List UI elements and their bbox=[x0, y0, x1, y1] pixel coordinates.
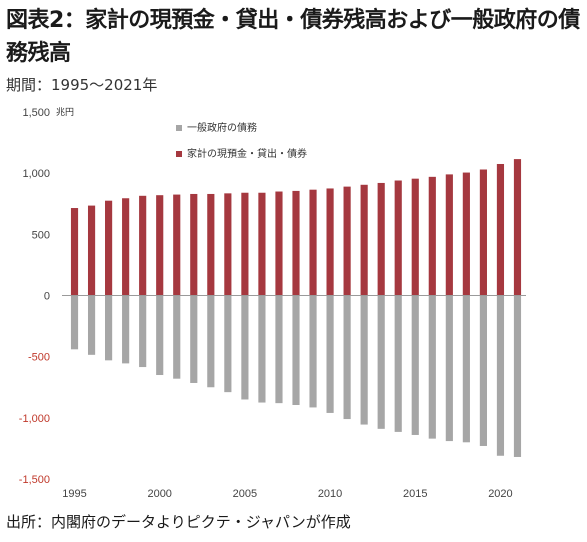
household-assets-bar bbox=[207, 193, 215, 296]
household-assets-bar bbox=[105, 200, 113, 296]
household-assets-bar bbox=[258, 192, 266, 296]
x-tick-label: 2020 bbox=[488, 488, 512, 500]
government-debt-bar bbox=[139, 295, 147, 368]
government-debt-bar bbox=[479, 295, 487, 446]
household-assets-bar bbox=[445, 174, 453, 296]
y-tick-label: -1,500 bbox=[19, 474, 50, 486]
government-debt-bar bbox=[122, 295, 130, 364]
legend: 一般政府の債務 家計の現預金・貸出・債券 bbox=[176, 121, 307, 160]
household-assets-bar bbox=[122, 198, 130, 296]
government-debt-bar bbox=[326, 295, 334, 413]
y-tick-label: -500 bbox=[28, 352, 50, 364]
household-assets-bar bbox=[343, 186, 351, 296]
chart-subtitle: 期間：1995～2021年 bbox=[6, 76, 158, 94]
government-debt-bar bbox=[445, 295, 453, 442]
government-debt-bar bbox=[241, 295, 249, 400]
household-assets-bar bbox=[496, 163, 505, 296]
household-assets-bar bbox=[394, 180, 402, 296]
household-assets-bar bbox=[309, 189, 317, 296]
x-tick-label: 2010 bbox=[318, 488, 342, 500]
government-debt-bar bbox=[87, 295, 96, 355]
government-debt-bar bbox=[513, 295, 522, 457]
government-debt-bar bbox=[190, 295, 198, 383]
x-axis-labels: 1995 2000 2005 2010 2015 2020 bbox=[62, 488, 512, 500]
government-debt-bar bbox=[105, 295, 113, 361]
government-debt-bar bbox=[224, 295, 232, 393]
government-debt-bar bbox=[275, 295, 283, 404]
y-tick-label: 1,000 bbox=[22, 168, 50, 180]
government-debt-bar bbox=[258, 295, 266, 403]
household-assets-bar bbox=[377, 182, 385, 296]
government-debt-bar bbox=[156, 295, 164, 376]
government-debt-bar bbox=[411, 295, 419, 435]
household-assets-bars bbox=[70, 159, 522, 296]
household-assets-bar bbox=[428, 176, 436, 296]
legend-label-household-assets: 家計の現預金・貸出・債券 bbox=[187, 147, 307, 160]
source-note: 出所：内閣府のデータよりピクテ・ジャパンが作成 bbox=[6, 513, 351, 531]
household-assets-bar bbox=[360, 184, 368, 296]
household-assets-bar bbox=[241, 192, 249, 296]
household-assets-bar bbox=[275, 191, 283, 296]
government-debt-bar bbox=[309, 295, 317, 408]
x-tick-label: 1995 bbox=[62, 488, 86, 500]
legend-swatch-household-assets bbox=[176, 151, 182, 157]
government-debt-bar bbox=[360, 295, 368, 425]
household-assets-bar bbox=[190, 193, 198, 296]
household-assets-bar bbox=[326, 188, 334, 296]
y-tick-label: 0 bbox=[44, 291, 50, 303]
legend-swatch-government-debt bbox=[176, 125, 182, 131]
government-debt-bar bbox=[377, 295, 385, 429]
government-debt-bar bbox=[462, 295, 470, 443]
government-debt-bar bbox=[496, 295, 505, 456]
household-assets-bar bbox=[139, 195, 147, 296]
household-assets-bar bbox=[173, 194, 181, 296]
government-debt-bar bbox=[394, 295, 402, 432]
household-assets-bar bbox=[292, 190, 300, 296]
y-tick-label: 1,500 bbox=[22, 107, 50, 119]
household-assets-bar bbox=[513, 159, 522, 296]
government-debt-bar bbox=[343, 295, 351, 420]
government-debt-bar bbox=[70, 295, 79, 350]
household-assets-bar bbox=[224, 193, 232, 296]
x-tick-label: 2005 bbox=[233, 488, 257, 500]
household-assets-bar bbox=[479, 169, 487, 296]
chart-title: 図表2：家計の現預金・貸出・債券残高および一般政府の債務残高 bbox=[6, 8, 580, 66]
government-debt-bar bbox=[207, 295, 215, 388]
legend-label-government-debt: 一般政府の債務 bbox=[187, 121, 257, 134]
y-axis-unit-label: 兆円 bbox=[56, 107, 74, 118]
household-assets-bar bbox=[87, 205, 96, 296]
y-tick-label: 500 bbox=[32, 229, 50, 241]
government-debt-bar bbox=[428, 295, 436, 439]
y-tick-label: -1,000 bbox=[19, 413, 50, 425]
y-axis-labels: 1,500 1,000 500 0 -500 -1,000 -1,500 bbox=[19, 107, 50, 486]
government-debt-bar bbox=[173, 295, 181, 379]
household-assets-bar bbox=[462, 172, 470, 296]
household-assets-bar bbox=[156, 195, 164, 296]
government-debt-bars bbox=[70, 295, 522, 457]
household-assets-bar bbox=[70, 208, 79, 296]
x-tick-label: 2015 bbox=[403, 488, 427, 500]
government-debt-bar bbox=[292, 295, 300, 405]
x-tick-label: 2000 bbox=[147, 488, 171, 500]
household-assets-bar bbox=[411, 178, 419, 296]
